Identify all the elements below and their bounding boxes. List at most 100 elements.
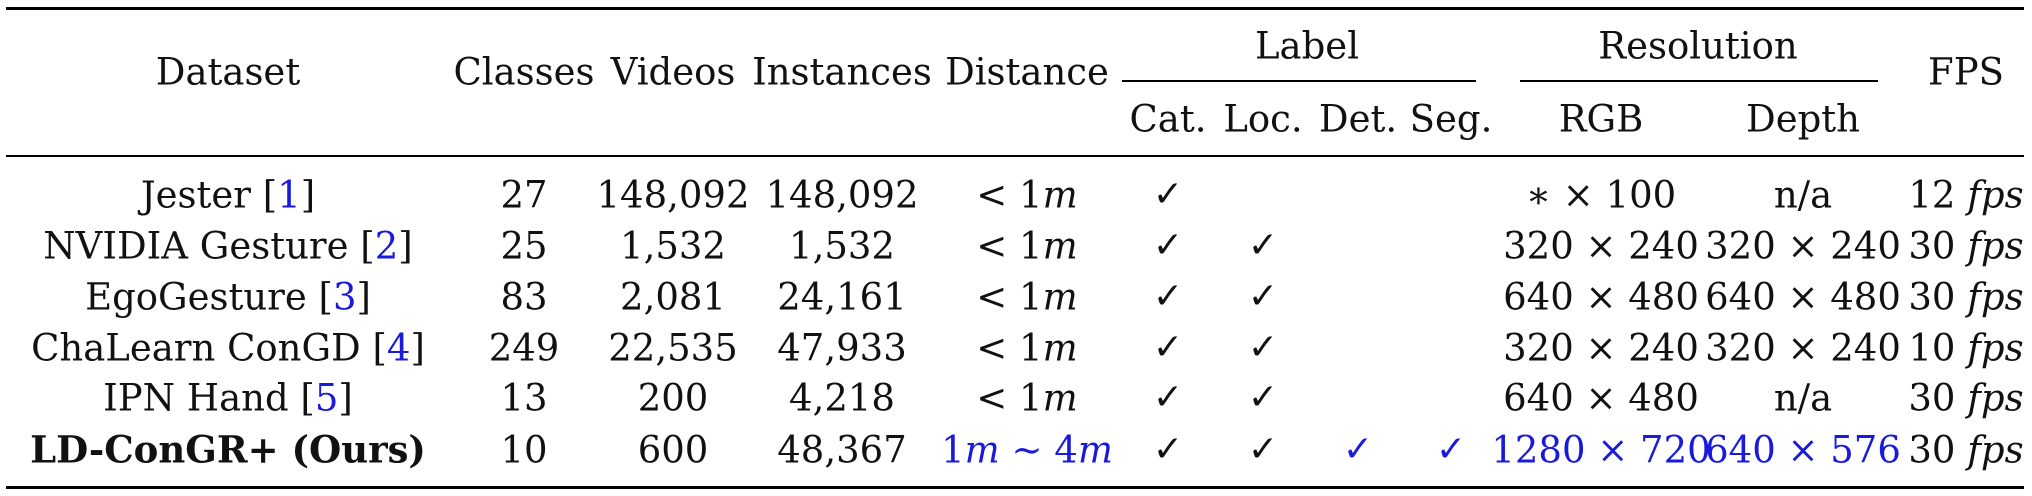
header-classes: Classes bbox=[453, 50, 595, 94]
distance-unit: m bbox=[1042, 326, 1078, 370]
fps-unit: fps bbox=[1967, 376, 2024, 420]
dataset-name-text: Jester [ bbox=[140, 173, 278, 217]
row-videos: 2,081 bbox=[620, 275, 726, 319]
row-dataset-name: ChaLearn ConGD [4] bbox=[31, 326, 425, 370]
citation-link[interactable]: 1 bbox=[277, 173, 301, 217]
row-instances: 1,532 bbox=[789, 224, 895, 268]
check-cat: ✓ bbox=[1152, 276, 1184, 317]
row-res-rgb-ours: 1280 × 720 bbox=[1491, 428, 1711, 472]
header-videos: Videos bbox=[610, 50, 736, 94]
row-instances: 148,092 bbox=[765, 173, 919, 217]
citation-link[interactable]: 5 bbox=[314, 376, 339, 420]
row-distance: < 1m bbox=[976, 380, 1077, 417]
row-dataset-name: Jester [1] bbox=[140, 173, 316, 217]
header-rule bbox=[6, 155, 2024, 157]
distance-unit: m bbox=[1042, 173, 1078, 217]
row-res-depth-ours: 640 × 576 bbox=[1705, 428, 1901, 472]
row-fps: 30 fps bbox=[1908, 380, 2023, 417]
dataset-name-text: EgoGesture [ bbox=[85, 275, 333, 319]
fps-value: 30 bbox=[1908, 275, 1956, 319]
row-videos: 600 bbox=[637, 428, 709, 472]
row-fps: 30 fps bbox=[1908, 228, 2023, 265]
row-res-rgb: ∗ × 100 bbox=[1525, 173, 1677, 217]
row-classes: 25 bbox=[500, 224, 548, 268]
distance-value: < 1 bbox=[976, 275, 1043, 319]
row-fps: 12 fps bbox=[1908, 177, 2023, 214]
top-rule bbox=[6, 7, 2024, 10]
fps-unit: fps bbox=[1967, 275, 2024, 319]
fps-unit: fps bbox=[1967, 428, 2024, 472]
dataset-name-text: NVIDIA Gesture [ bbox=[43, 224, 375, 268]
row-distance: < 1m bbox=[976, 177, 1077, 214]
fps-value: 30 bbox=[1908, 224, 1956, 268]
row-distance: < 1m bbox=[976, 279, 1077, 316]
check-seg: ✓ bbox=[1435, 429, 1467, 470]
distance-value: < 1 bbox=[976, 224, 1043, 268]
fps-value: 10 bbox=[1908, 326, 1956, 370]
check-loc: ✓ bbox=[1247, 327, 1279, 368]
row-distance: < 1m bbox=[976, 330, 1077, 367]
check-loc: ✓ bbox=[1247, 276, 1279, 317]
citation-link[interactable]: 3 bbox=[332, 275, 357, 319]
row-videos: 148,092 bbox=[596, 173, 750, 217]
header-label-det: Det. bbox=[1318, 97, 1398, 141]
distance-value: < 1 bbox=[976, 376, 1043, 420]
distance-unit: m bbox=[1042, 275, 1078, 319]
row-res-rgb: 320 × 240 bbox=[1503, 326, 1699, 370]
row-res-rgb: 640 × 480 bbox=[1503, 275, 1699, 319]
row-classes: 13 bbox=[500, 376, 548, 420]
row-res-depth: 320 × 240 bbox=[1705, 326, 1901, 370]
check-cat: ✓ bbox=[1152, 429, 1184, 470]
row-classes: 10 bbox=[500, 428, 548, 472]
check-loc: ✓ bbox=[1247, 377, 1279, 418]
dataset-name-text: ChaLearn ConGD [ bbox=[31, 326, 387, 370]
row-dataset-name: NVIDIA Gesture [2] bbox=[43, 224, 413, 268]
fps-value: 30 bbox=[1908, 428, 1956, 472]
bottom-rule bbox=[6, 486, 2024, 489]
row-res-depth: 640 × 480 bbox=[1705, 275, 1901, 319]
row-fps: 30 fps bbox=[1908, 432, 2023, 469]
distance-unit: m bbox=[964, 428, 1000, 472]
fps-value: 30 bbox=[1908, 376, 1956, 420]
distance-min: 1 bbox=[941, 428, 965, 472]
resolution-group-rule bbox=[1520, 80, 1878, 82]
citation-link[interactable]: 4 bbox=[386, 326, 411, 370]
header-res-depth: Depth bbox=[1746, 97, 1860, 141]
header-label-cat: Cat. bbox=[1129, 97, 1207, 141]
header-res-rgb: RGB bbox=[1558, 97, 1644, 141]
row-distance-ours: 1m ∼ 4m bbox=[941, 432, 1113, 469]
row-instances: 48,367 bbox=[777, 428, 907, 472]
distance-unit: m bbox=[1077, 428, 1113, 472]
check-cat: ✓ bbox=[1152, 174, 1184, 215]
row-res-rgb: 320 × 240 bbox=[1503, 224, 1699, 268]
header-label-seg: Seg. bbox=[1409, 97, 1493, 141]
check-cat: ✓ bbox=[1152, 327, 1184, 368]
distance-value: < 1 bbox=[976, 173, 1043, 217]
row-videos: 22,535 bbox=[608, 326, 738, 370]
distance-unit: m bbox=[1042, 224, 1078, 268]
row-classes: 27 bbox=[500, 173, 548, 217]
check-cat: ✓ bbox=[1152, 377, 1184, 418]
row-videos: 200 bbox=[637, 376, 709, 420]
check-loc: ✓ bbox=[1247, 429, 1279, 470]
row-dataset-name-ours: LD-ConGR+ (Ours) bbox=[30, 427, 426, 472]
header-instances: Instances bbox=[752, 50, 932, 94]
row-classes: 249 bbox=[488, 326, 560, 370]
distance-value: < 1 bbox=[976, 326, 1043, 370]
row-res-depth: 320 × 240 bbox=[1705, 224, 1901, 268]
label-group-rule bbox=[1122, 80, 1476, 82]
row-res-depth: n/a bbox=[1773, 376, 1833, 420]
row-res-rgb: 640 × 480 bbox=[1503, 376, 1699, 420]
row-distance: < 1m bbox=[976, 228, 1077, 265]
row-instances: 4,218 bbox=[789, 376, 895, 420]
row-dataset-name: EgoGesture [3] bbox=[85, 275, 371, 319]
header-label-loc: Loc. bbox=[1223, 97, 1303, 141]
row-instances: 47,933 bbox=[777, 326, 907, 370]
header-fps: FPS bbox=[1928, 50, 2004, 94]
fps-unit: fps bbox=[1967, 173, 2024, 217]
row-classes: 83 bbox=[500, 275, 548, 319]
dataset-name-text: IPN Hand [ bbox=[103, 376, 315, 420]
citation-link[interactable]: 2 bbox=[374, 224, 399, 268]
check-det: ✓ bbox=[1342, 429, 1374, 470]
header-dataset: Dataset bbox=[155, 50, 301, 94]
